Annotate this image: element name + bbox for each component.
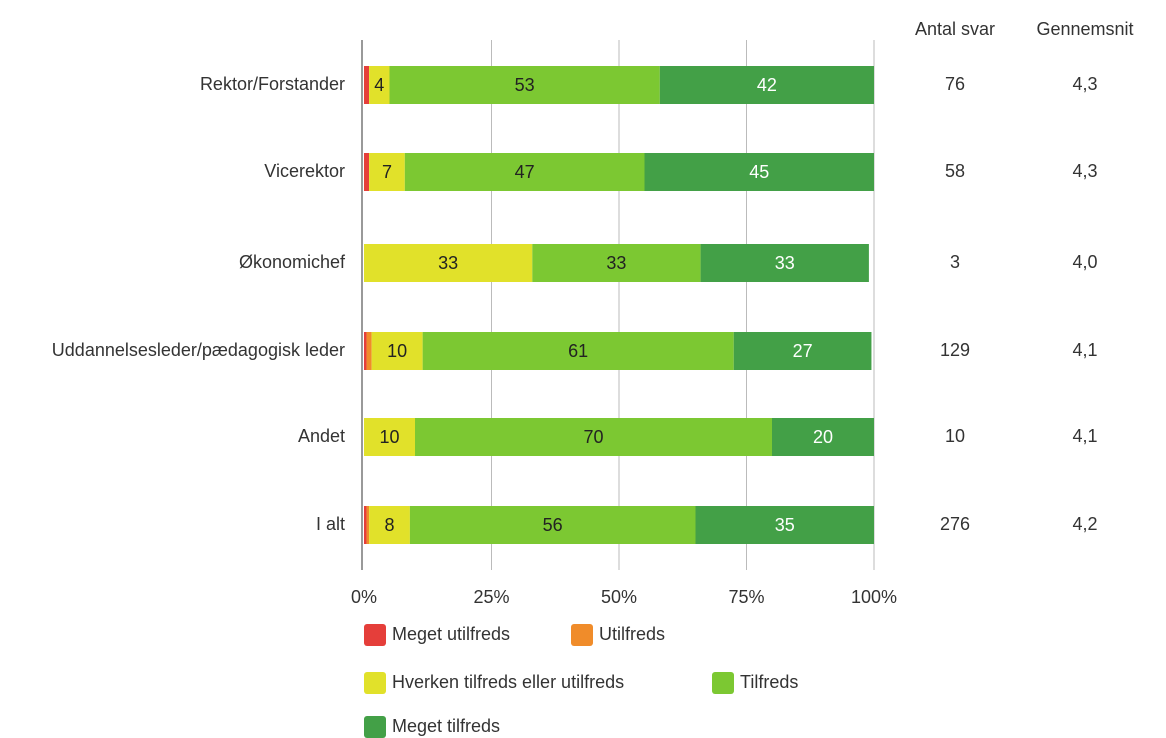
category-label: I alt — [316, 514, 345, 534]
legend-swatch — [364, 716, 386, 738]
column-value: 4,2 — [1072, 514, 1097, 534]
data-label: 10 — [379, 427, 399, 447]
column-value: 4,3 — [1072, 74, 1097, 94]
bar-segment — [364, 418, 415, 456]
data-label: 42 — [757, 75, 777, 95]
x-tick-label: 75% — [728, 587, 764, 607]
data-label: 33 — [775, 253, 795, 273]
data-label: 33 — [606, 253, 626, 273]
legend-label: Tilfreds — [740, 672, 798, 692]
data-label: 33 — [438, 253, 458, 273]
category-label: Vicerektor — [264, 161, 345, 181]
bar-segment — [369, 506, 410, 544]
column-header: Gennemsnit — [1036, 19, 1133, 39]
data-label: 56 — [543, 515, 563, 535]
legend-label: Meget utilfreds — [392, 624, 510, 644]
data-label: 27 — [793, 341, 813, 361]
column-value: 4,1 — [1072, 426, 1097, 446]
data-label: 47 — [515, 162, 535, 182]
category-label: Økonomichef — [239, 252, 346, 272]
legend-swatch — [364, 672, 386, 694]
legend-swatch — [364, 624, 386, 646]
data-label: 70 — [583, 427, 603, 447]
legend-label: Utilfreds — [599, 624, 665, 644]
bar-segment — [364, 153, 370, 191]
data-label: 10 — [387, 341, 407, 361]
bar-segment — [364, 506, 367, 544]
bar-segment — [772, 418, 874, 456]
bar-segment — [366, 332, 372, 370]
bar-segment — [364, 66, 370, 104]
legend-swatch — [712, 672, 734, 694]
bar-segment — [733, 332, 872, 370]
column-value: 3 — [950, 252, 960, 272]
data-label: 53 — [515, 75, 535, 95]
category-label: Rektor/Forstander — [200, 74, 345, 94]
column-value: 76 — [945, 74, 965, 94]
bar-segment — [644, 153, 874, 191]
data-label: 8 — [384, 515, 394, 535]
legend-label: Meget tilfreds — [392, 716, 500, 736]
legend-label: Hverken tilfreds eller utilfreds — [392, 672, 624, 692]
column-value: 4,0 — [1072, 252, 1097, 272]
data-label: 7 — [382, 162, 392, 182]
category-label: Andet — [298, 426, 345, 446]
column-value: 10 — [945, 426, 965, 446]
bar-segment — [364, 244, 533, 282]
x-tick-label: 100% — [851, 587, 897, 607]
bar-segment — [415, 418, 772, 456]
data-label: 35 — [775, 515, 795, 535]
column-header: Antal svar — [915, 19, 995, 39]
category-label: Uddannelsesleder/pædagogisk leder — [52, 340, 345, 360]
bar-segment — [700, 244, 869, 282]
bar-segment — [422, 332, 734, 370]
bar-segment — [366, 506, 370, 544]
data-label: 4 — [374, 75, 384, 95]
x-tick-label: 0% — [351, 587, 377, 607]
bar-segment — [695, 506, 874, 544]
column-value: 276 — [940, 514, 970, 534]
bar-segment — [369, 66, 390, 104]
bar-segment — [659, 66, 874, 104]
bar-segment — [389, 66, 660, 104]
column-value: 4,3 — [1072, 161, 1097, 181]
bar-segment — [364, 332, 367, 370]
legend-swatch — [571, 624, 593, 646]
x-tick-label: 25% — [473, 587, 509, 607]
data-label: 45 — [749, 162, 769, 182]
bar-segment — [404, 153, 645, 191]
column-value: 129 — [940, 340, 970, 360]
bar-segment — [371, 332, 423, 370]
bar-segment — [532, 244, 701, 282]
x-tick-label: 50% — [601, 587, 637, 607]
column-value: 4,1 — [1072, 340, 1097, 360]
data-label: 61 — [568, 341, 588, 361]
data-label: 20 — [813, 427, 833, 447]
bar-segment — [369, 153, 405, 191]
column-value: 58 — [945, 161, 965, 181]
bar-segment — [409, 506, 696, 544]
